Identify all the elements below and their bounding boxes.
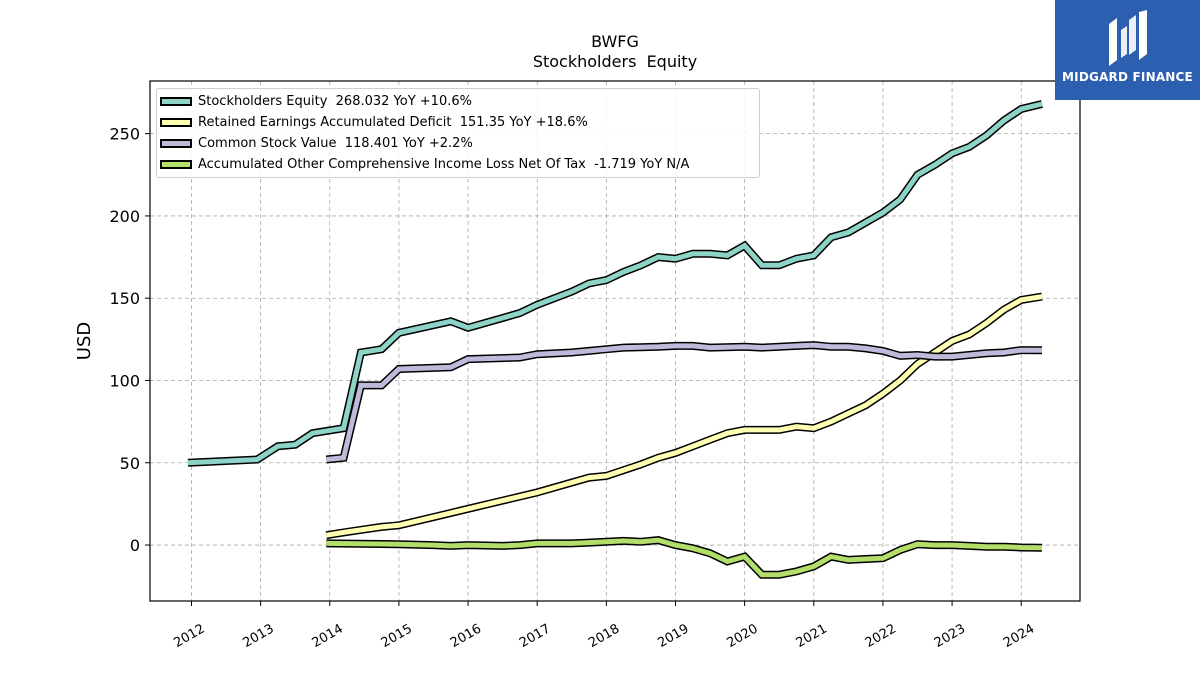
series-outline-retained-earnings-accumulated-deficit <box>325 292 1043 540</box>
x-tick-label: 2023 <box>932 621 968 651</box>
series-line-stockholders-equity <box>187 101 1043 466</box>
x-tick-label: 2016 <box>448 621 484 651</box>
x-tick-label: 2012 <box>171 621 207 651</box>
legend-label: Common Stock Value 118.401 YoY +2.2% <box>198 135 473 151</box>
brand-name: MIDGARD FINANCE <box>1062 70 1193 84</box>
legend-swatch <box>160 138 192 148</box>
y-tick-label: 100 <box>109 371 140 390</box>
legend: Stockholders Equity 268.032 YoY +10.6% R… <box>156 88 760 178</box>
legend-item-retained-earnings: Retained Earnings Accumulated Deficit 15… <box>157 112 588 132</box>
chart-subtitle: Stockholders Equity <box>533 52 697 71</box>
logo-mark-icon <box>1109 10 1147 66</box>
x-tick-label: 2014 <box>310 621 346 651</box>
x-tick-label: 2013 <box>240 621 276 651</box>
x-tick-label: 2022 <box>863 621 899 651</box>
y-tick-label: 0 <box>130 536 140 555</box>
legend-item-aoci: Accumulated Other Comprehensive Income L… <box>157 154 689 174</box>
x-tick-label: 2024 <box>1001 621 1037 651</box>
x-tick-label: 2019 <box>655 621 691 651</box>
legend-swatch <box>160 159 192 169</box>
x-tick-label: 2017 <box>517 621 553 651</box>
chart-title: BWFG <box>591 32 639 51</box>
brand-logo: MIDGARD FINANCE <box>1055 0 1200 100</box>
legend-item-stockholders-equity: Stockholders Equity 268.032 YoY +10.6% <box>157 91 472 111</box>
legend-swatch <box>160 96 192 106</box>
y-tick-label: 50 <box>120 454 140 473</box>
series-layer <box>187 100 1043 579</box>
series-outline-common-stock-value <box>325 341 1043 464</box>
x-tick-label: 2015 <box>379 621 415 651</box>
x-tick-label: 2018 <box>586 621 622 651</box>
legend-swatch <box>160 117 192 127</box>
series-line-retained-earnings-accumulated-deficit <box>325 294 1043 538</box>
y-tick-label: 150 <box>109 289 140 308</box>
y-tick-label: 200 <box>109 207 140 226</box>
legend-label: Retained Earnings Accumulated Deficit 15… <box>198 114 588 130</box>
plot-frame <box>149 80 1081 602</box>
series-line-common-stock-value <box>326 342 1043 462</box>
y-axis-label: USD <box>74 322 95 360</box>
series-line-accumulated-other-comprehensive-income-loss-net-of-tax <box>326 537 1043 578</box>
legend-label: Accumulated Other Comprehensive Income L… <box>198 156 690 172</box>
x-tick-label: 2021 <box>794 621 830 651</box>
legend-item-common-stock: Common Stock Value 118.401 YoY +2.2% <box>157 133 473 153</box>
legend-label: Stockholders Equity 268.032 YoY +10.6% <box>198 93 472 109</box>
x-tick-label: 2020 <box>724 621 760 651</box>
y-tick-label: 250 <box>109 125 140 144</box>
